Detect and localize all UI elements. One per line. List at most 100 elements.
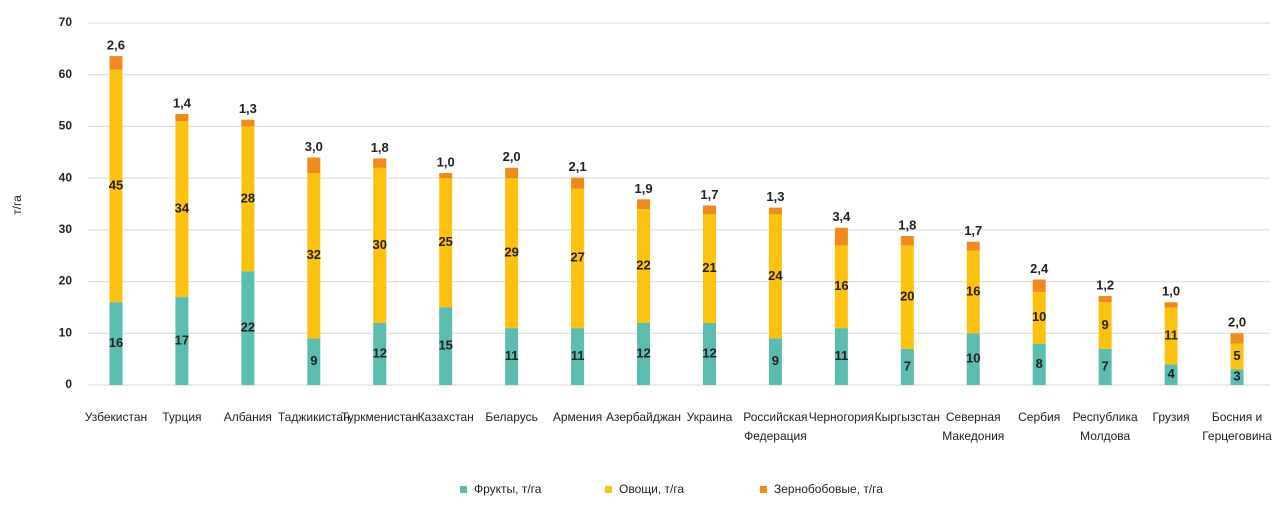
bar-segment xyxy=(439,307,453,385)
x-tick-label: Узбекистан xyxy=(85,410,147,424)
bar-segment xyxy=(900,245,914,349)
legend-swatch xyxy=(760,486,767,493)
value-label: 16 xyxy=(834,278,848,293)
value-label: 32 xyxy=(307,247,321,262)
value-label: 1,2 xyxy=(1096,277,1114,292)
value-label: 11 xyxy=(571,348,585,363)
value-label: 1,8 xyxy=(371,140,389,155)
x-tick-label: Кыргызстан xyxy=(875,410,940,424)
bar-segment xyxy=(241,271,255,385)
value-label: 21 xyxy=(702,260,716,275)
bar-segment xyxy=(1230,333,1244,344)
bar-segment xyxy=(900,236,914,246)
bar-segment xyxy=(439,172,453,179)
x-tick-label: Таджикистан xyxy=(278,410,350,424)
value-label: 1,4 xyxy=(173,95,192,110)
x-tick-label: Азербайджан xyxy=(606,410,681,424)
legend-label: Зернобобовые, т/га xyxy=(774,482,883,496)
bar-segment xyxy=(1098,348,1112,385)
value-label: 12 xyxy=(636,345,650,360)
value-label: 3,0 xyxy=(305,139,323,154)
bar-segment xyxy=(966,241,980,251)
x-tick-label: Албания xyxy=(224,410,272,424)
value-label: 10 xyxy=(966,351,980,366)
bar-segment xyxy=(637,199,651,210)
bar-segment xyxy=(1098,296,1112,303)
value-label: 5 xyxy=(1233,348,1240,363)
value-label: 17 xyxy=(175,332,189,347)
bar-segment xyxy=(571,177,585,189)
value-label: 1,7 xyxy=(700,187,718,202)
value-label: 2,6 xyxy=(107,38,125,53)
legend-label: Овощи, т/га xyxy=(619,482,684,496)
value-label: 11 xyxy=(1164,327,1178,342)
value-label: 9 xyxy=(772,353,779,368)
value-label: 25 xyxy=(438,234,452,249)
value-label: 2,0 xyxy=(1228,315,1246,330)
bar-segment xyxy=(768,214,782,339)
value-label: 2,1 xyxy=(569,159,587,174)
y-axis-label: т/га xyxy=(10,195,24,215)
bar-segment xyxy=(768,207,782,215)
x-tick-label: Босния и Герцеговина xyxy=(1202,410,1272,443)
value-label: 45 xyxy=(109,177,123,192)
x-tick-label: Туркменистан xyxy=(341,410,418,424)
value-label: 16 xyxy=(109,335,123,350)
value-label: 7 xyxy=(904,358,911,373)
bar-segment xyxy=(571,328,585,385)
x-tick-label: Грузия xyxy=(1153,410,1190,424)
legend-label: Фрукты, т/га xyxy=(474,482,542,496)
bar-segment xyxy=(966,333,980,385)
bar-segment xyxy=(702,214,716,323)
value-label: 11 xyxy=(834,348,848,363)
bar-segment xyxy=(109,56,123,70)
bar-segment xyxy=(637,209,651,323)
x-tick-label: Республика Молдова xyxy=(1073,410,1138,443)
value-label: 34 xyxy=(175,201,190,216)
value-label: 30 xyxy=(373,237,387,252)
value-label: 4 xyxy=(1167,366,1175,381)
bar-segment xyxy=(373,322,387,385)
bar-segment xyxy=(175,114,189,122)
y-tick-label: 0 xyxy=(65,377,72,391)
bar-segment xyxy=(1164,364,1178,385)
value-label: 1,7 xyxy=(964,223,982,238)
bar-segment xyxy=(241,126,255,272)
bar-segment xyxy=(1230,343,1244,370)
bar-segment xyxy=(571,188,585,329)
bar-segment xyxy=(307,157,321,173)
bar-segment xyxy=(834,245,848,329)
x-tick-label: Армения xyxy=(553,410,602,424)
bar-segment xyxy=(1098,302,1112,349)
bar-segment xyxy=(1164,307,1178,365)
bar-segment xyxy=(505,178,519,329)
bar-segment xyxy=(439,178,453,308)
bar-segment xyxy=(1230,369,1244,385)
legend-swatch xyxy=(460,486,467,493)
value-label: 1,0 xyxy=(1162,284,1180,299)
bar-segment xyxy=(702,205,716,215)
bar-segment xyxy=(505,167,519,179)
value-label: 12 xyxy=(702,345,716,360)
value-label: 22 xyxy=(636,257,650,272)
bar-segment xyxy=(1032,279,1046,292)
value-label: 24 xyxy=(768,268,783,283)
x-tick-label: Казахстан xyxy=(418,410,474,424)
bar-segment xyxy=(109,302,123,385)
value-label: 27 xyxy=(570,250,584,265)
x-tick-label: Сербия xyxy=(1018,410,1060,424)
bar-segment xyxy=(505,328,519,385)
bar-segment xyxy=(637,322,651,385)
value-label: 1,0 xyxy=(437,154,455,169)
y-tick-label: 70 xyxy=(59,15,73,29)
bar-segment xyxy=(702,322,716,385)
bar-segment xyxy=(373,167,387,323)
y-tick-label: 50 xyxy=(59,119,73,133)
y-tick-label: 30 xyxy=(59,222,73,236)
bar-segment xyxy=(834,328,848,385)
value-label: 1,9 xyxy=(634,181,652,196)
value-label: 8 xyxy=(1036,356,1043,371)
x-tick-label: Российская Федерация xyxy=(743,410,807,443)
value-label: 15 xyxy=(438,338,452,353)
